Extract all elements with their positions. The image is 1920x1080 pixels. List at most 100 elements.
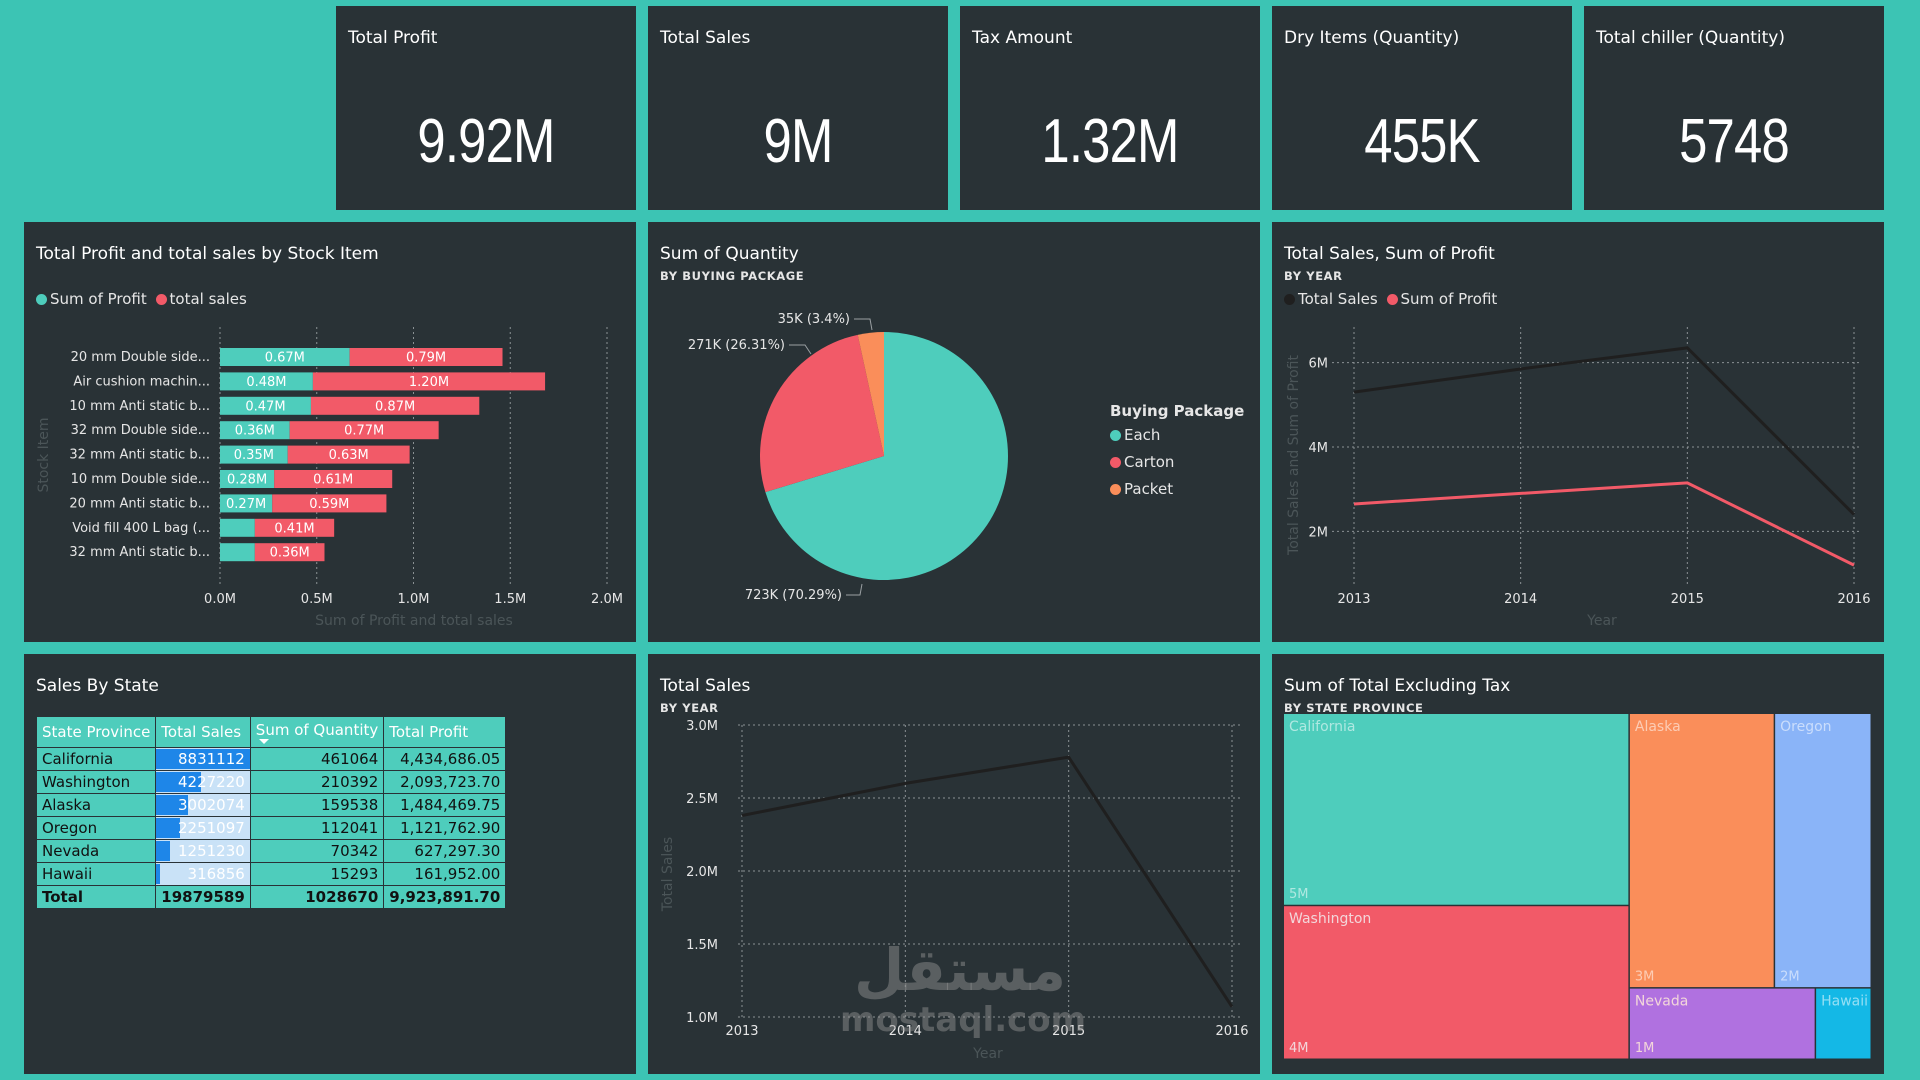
y-tick-label: 3.0M (686, 719, 718, 734)
legend-label: Carton (1124, 453, 1175, 471)
y-tick-label: 4M (1309, 441, 1329, 456)
data-label-profit: 0.67M (265, 351, 305, 366)
treemap-cell-hawaii (1816, 988, 1871, 1059)
kpi-label: Dry Items (Quantity) (1284, 28, 1460, 48)
cell-value: 8831112 (177, 750, 245, 768)
kpi-card-total-profit[interactable]: Total Profit 9.92M (336, 6, 636, 210)
data-bar (156, 772, 202, 792)
column-header-quantity-label: Sum of Quantity (255, 720, 379, 739)
category-label: Air cushion machin... (73, 374, 210, 389)
state-treemap-tile[interactable]: Sum of Total Excluding Tax BY STATE PROV… (1272, 654, 1884, 1074)
kpi-card-total-chiller[interactable]: Total chiller (Quantity) 5748 (1584, 6, 1884, 210)
table-row[interactable]: Washington 4227220 210392 2,093,723.70 (35, 770, 507, 794)
chart-title: Total Profit and total sales by Stock It… (36, 244, 379, 264)
stock-item-chart-tile[interactable]: Total Profit and total sales by Stock It… (24, 222, 636, 642)
x-tick-label: 2016 (1215, 1024, 1248, 1039)
pie-legend-item[interactable]: Carton (1110, 453, 1244, 471)
kpi-label: Tax Amount (972, 28, 1073, 48)
cell-quantity: 70342 (249, 839, 385, 863)
bar-profit (220, 518, 255, 537)
data-label-sales: 0.36M (270, 546, 310, 561)
leader-line (854, 318, 873, 331)
bar-profit (220, 445, 288, 464)
chart-legend: Sum of Profit total sales (36, 290, 247, 308)
treemap-value-label: 2M (1780, 970, 1800, 985)
table-row[interactable]: Alaska 3002074 159538 1,484,469.75 (35, 793, 507, 817)
table-row[interactable]: Hawaii 316856 15293 161,952.00 (35, 862, 507, 886)
bar-sales (272, 494, 387, 513)
x-axis-title: Sum of Profit and total sales (315, 613, 513, 629)
bar-sales (310, 396, 480, 415)
table-row[interactable]: Oregon 2251097 112041 1,121,762.90 (35, 816, 507, 840)
legend-marker-profit (1386, 294, 1398, 305)
column-header-total-profit[interactable]: Total Profit (383, 716, 507, 748)
column-header-total-sales[interactable]: Total Sales (155, 716, 251, 748)
y-axis-title: Stock Item (36, 417, 52, 492)
data-label-sales: 0.61M (313, 473, 353, 488)
category-label: 10 mm Double side... (71, 472, 210, 487)
treemap-cell-nevada (1629, 988, 1815, 1059)
sales-by-state-tile[interactable]: Sales By State State Province Total Sale… (24, 654, 636, 1074)
treemap-cell-alaska (1629, 714, 1774, 988)
cell-total-sales: 3002074 (155, 793, 251, 817)
cell-state: Oregon (35, 816, 157, 840)
kpi-card-dry-items[interactable]: Dry Items (Quantity) 455K (1272, 6, 1572, 210)
x-tick-label: 2016 (1837, 592, 1870, 607)
kpi-card-tax-amount[interactable]: Tax Amount 1.32M (960, 6, 1260, 210)
column-header-state[interactable]: State Province (35, 716, 157, 748)
legend-marker-sales (155, 294, 167, 305)
data-bar (156, 841, 170, 861)
leader-line (846, 583, 863, 596)
x-tick-label: 2013 (725, 1024, 758, 1039)
category-label: 32 mm Anti static b... (69, 545, 210, 560)
pie-legend-item[interactable]: Packet (1110, 480, 1244, 498)
kpi-value: 1.32M (1041, 107, 1179, 176)
table-row[interactable]: California 8831112 461064 4,434,686.05 (35, 747, 507, 771)
cell-state: Alaska (35, 793, 157, 817)
legend-marker (1110, 484, 1121, 495)
category-label: Void fill 400 L bag (... (72, 521, 210, 536)
bar-sales (274, 470, 393, 488)
x-axis-title: Year (1586, 613, 1617, 629)
y-tick-label: 6M (1309, 357, 1329, 372)
y-axis-title: Total Sales and Sum of Profit (1286, 355, 1302, 556)
data-label-profit: 0.28M (227, 473, 267, 488)
chart-title: Sum of Total Excluding Tax (1284, 676, 1511, 696)
line-series-sales (1353, 346, 1856, 516)
pie-data-label-each: 723K (70.29%) (745, 588, 842, 603)
pie-slice-packet (857, 332, 884, 456)
kpi-value: 5748 (1679, 107, 1790, 176)
cell-state: Hawaii (35, 862, 157, 886)
chart-subtitle: BY STATE PROVINCE (1284, 701, 1424, 715)
category-label: 20 mm Anti static b... (69, 496, 210, 511)
bar-sales (254, 518, 335, 537)
treemap-value-label: 5M (1289, 887, 1309, 902)
quantity-pie-tile[interactable]: Sum of Quantity BY BUYING PACKAGE 35K (3… (648, 222, 1260, 642)
legend-label-sales: Total Sales (1298, 290, 1378, 308)
kpi-card-total-sales[interactable]: Total Sales 9M (648, 6, 948, 210)
bar-sales (287, 445, 410, 464)
buying-package-pie-chart: 35K (3.4%) 271K (26.31%) 723K (70.29%) (688, 312, 1008, 603)
table-row[interactable]: Nevada 1251230 70342 627,297.30 (35, 839, 507, 863)
y-tick-label: 1.0M (686, 1011, 718, 1026)
table-total-row: Total 19879589 1028670 9,923,891.70 (35, 885, 507, 909)
pie-legend-item[interactable]: Each (1110, 426, 1244, 444)
cell-profit: 627,297.30 (383, 839, 507, 863)
treemap-cell-oregon (1775, 714, 1871, 988)
cell-value: 3002074 (177, 796, 245, 814)
x-tick-label: 2014 (1504, 592, 1537, 607)
category-label: 32 mm Double side... (71, 423, 210, 438)
column-header-quantity[interactable]: Sum of Quantity (249, 716, 385, 748)
cell-total-sales: 8831112 (155, 747, 251, 771)
y-axis-title: Total Sales (660, 837, 676, 912)
treemap-value-label: 3M (1635, 970, 1655, 985)
y-tick-label: 2.0M (686, 865, 718, 880)
total-sales-line-tile[interactable]: Total Sales BY YEAR 1.0M 1.5M 2.0M 2.5M 3.0M… (648, 654, 1260, 1074)
cell-total-sales: 19879589 (155, 885, 251, 909)
line-series-sales (741, 755, 1234, 1008)
sales-profit-line-tile[interactable]: Total Sales, Sum of Profit BY YEAR Total… (1272, 222, 1884, 642)
legend-marker-sales (1284, 294, 1295, 305)
legend-label: Each (1124, 426, 1161, 444)
cell-value: 2251097 (177, 819, 245, 837)
data-label-sales: 0.41M (274, 521, 314, 536)
